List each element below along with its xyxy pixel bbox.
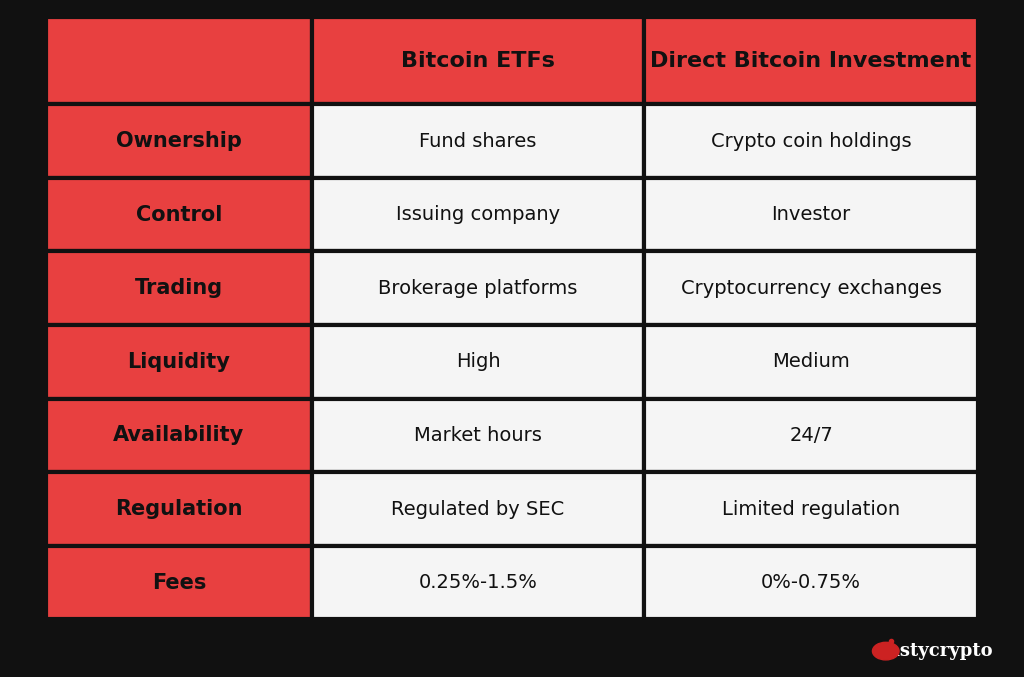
Text: 24/7: 24/7	[790, 426, 833, 445]
Bar	[46, 399, 311, 473]
Bar	[311, 325, 644, 399]
Text: Crypto coin holdings: Crypto coin holdings	[711, 131, 911, 150]
Bar	[311, 251, 644, 325]
Bar	[46, 546, 311, 619]
Text: Fund shares: Fund shares	[419, 131, 537, 150]
Bar	[311, 178, 644, 251]
Text: Issuing company: Issuing company	[396, 205, 560, 224]
Bar	[311, 473, 644, 546]
Text: Trading: Trading	[135, 278, 223, 299]
Text: 0%-0.75%: 0%-0.75%	[761, 573, 861, 592]
Text: Cryptocurrency exchanges: Cryptocurrency exchanges	[681, 279, 941, 298]
Bar	[644, 17, 978, 104]
Bar	[644, 325, 978, 399]
Text: Medium: Medium	[772, 352, 850, 372]
Text: Availability: Availability	[114, 425, 245, 445]
Text: Liquidity: Liquidity	[127, 352, 230, 372]
Text: Market hours: Market hours	[414, 426, 542, 445]
Bar	[311, 104, 644, 178]
Text: Brokerage platforms: Brokerage platforms	[378, 279, 578, 298]
Text: Control: Control	[135, 204, 222, 225]
Bar	[46, 104, 311, 178]
Text: Bitcoin ETFs: Bitcoin ETFs	[401, 51, 555, 70]
Bar	[311, 399, 644, 473]
Text: Regulated by SEC: Regulated by SEC	[391, 500, 564, 519]
Text: Limited regulation: Limited regulation	[722, 500, 900, 519]
Bar	[644, 473, 978, 546]
Bar	[46, 325, 311, 399]
Text: Ownership: Ownership	[116, 131, 242, 151]
Text: High: High	[456, 352, 501, 372]
Bar	[46, 178, 311, 251]
Text: Fees: Fees	[152, 573, 206, 592]
Bar	[311, 546, 644, 619]
Bar	[46, 473, 311, 546]
Text: Regulation: Regulation	[115, 499, 243, 519]
Bar	[46, 17, 311, 104]
Circle shape	[872, 642, 899, 660]
Bar	[644, 546, 978, 619]
Text: tastycrypto: tastycrypto	[881, 642, 993, 660]
Bar	[644, 178, 978, 251]
Text: Investor: Investor	[771, 205, 851, 224]
Bar	[46, 251, 311, 325]
Text: 0.25%-1.5%: 0.25%-1.5%	[419, 573, 538, 592]
Bar	[644, 251, 978, 325]
Bar	[644, 104, 978, 178]
Text: Direct Bitcoin Investment: Direct Bitcoin Investment	[650, 51, 972, 70]
Bar	[311, 17, 644, 104]
Bar	[644, 399, 978, 473]
